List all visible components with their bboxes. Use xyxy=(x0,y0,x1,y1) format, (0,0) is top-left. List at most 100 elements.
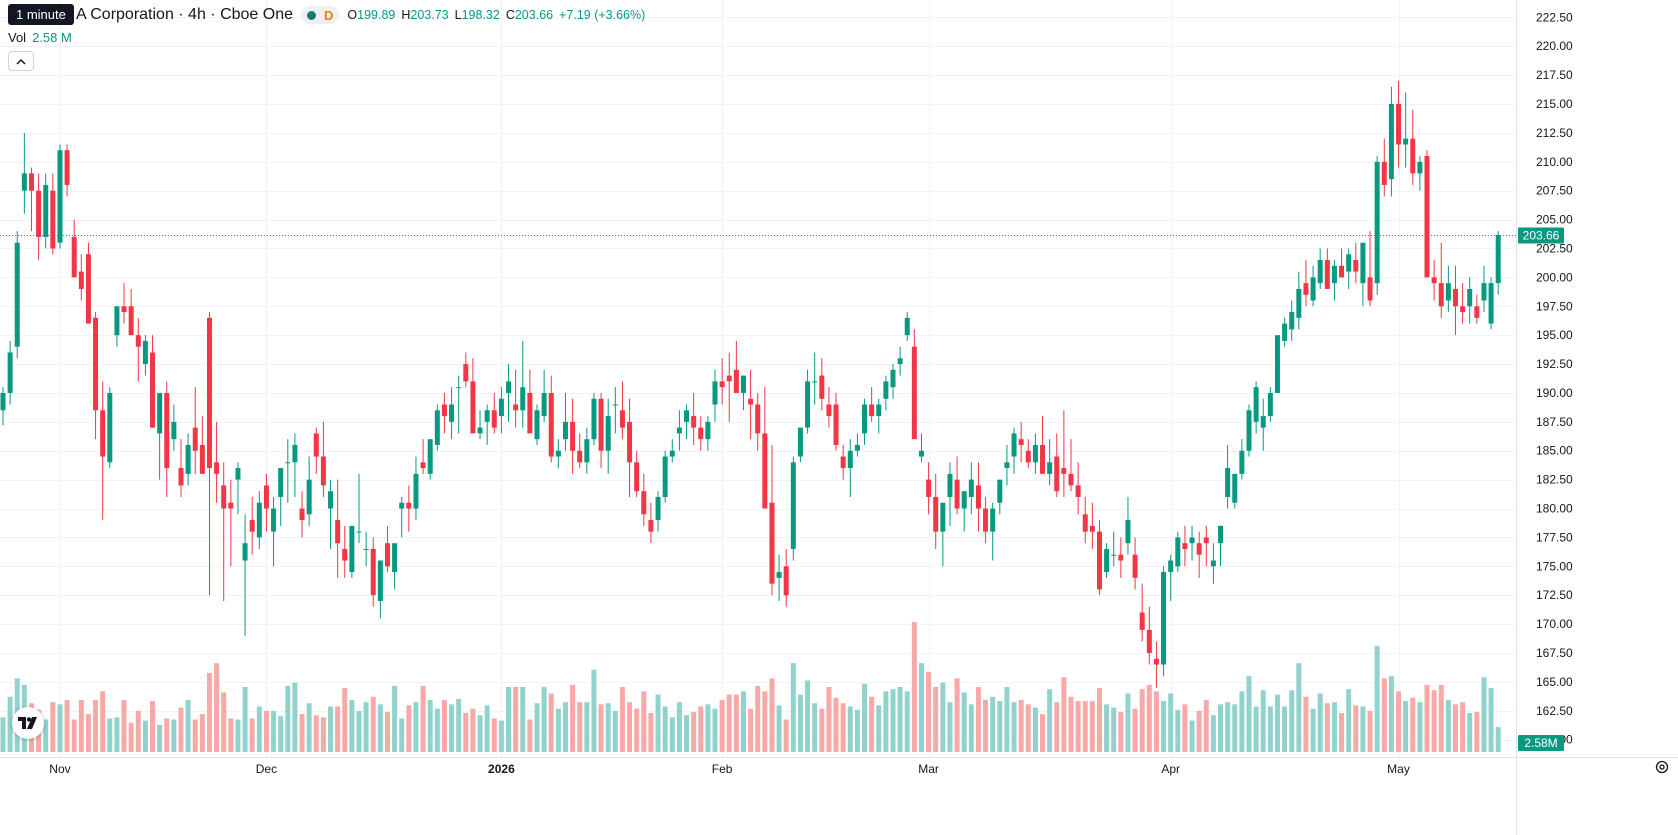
candle-body[interactable] xyxy=(57,150,63,243)
candle-body[interactable] xyxy=(805,381,811,428)
candle-body[interactable] xyxy=(1481,283,1487,301)
candle-body[interactable] xyxy=(826,404,832,417)
candle-body[interactable] xyxy=(612,404,618,406)
candle-body[interactable] xyxy=(1068,473,1074,486)
candle-body[interactable] xyxy=(627,421,633,463)
candle-body[interactable] xyxy=(1168,560,1174,573)
candle-body[interactable] xyxy=(833,404,839,445)
candle-body[interactable] xyxy=(377,560,383,601)
candle-body[interactable] xyxy=(926,479,932,497)
symbol-title[interactable]: A Corporation · 4h · Cboe One xyxy=(76,6,294,23)
candle-body[interactable] xyxy=(527,392,533,434)
candle-body[interactable] xyxy=(812,381,818,383)
candle-body[interactable] xyxy=(1075,485,1081,497)
candle-body[interactable] xyxy=(463,364,469,382)
candle-body[interactable] xyxy=(235,468,241,480)
candle-body[interactable] xyxy=(890,369,896,388)
candle-body[interactable] xyxy=(128,306,134,336)
candle-body[interactable] xyxy=(570,421,576,451)
candle-body[interactable] xyxy=(783,566,789,596)
candle-body[interactable] xyxy=(1431,277,1437,284)
candle-body[interactable] xyxy=(413,473,419,509)
candle-body[interactable] xyxy=(1203,537,1209,544)
candle-body[interactable] xyxy=(797,427,803,457)
candle-body[interactable] xyxy=(214,462,220,474)
candle-body[interactable] xyxy=(427,439,433,474)
candle-body[interactable] xyxy=(513,404,519,411)
candle-body[interactable] xyxy=(434,410,440,445)
candle-body[interactable] xyxy=(897,358,903,365)
candle-body[interactable] xyxy=(1118,554,1124,561)
candle-body[interactable] xyxy=(555,450,561,457)
candle-body[interactable] xyxy=(1146,629,1152,653)
candle-body[interactable] xyxy=(449,404,455,422)
candle-body[interactable] xyxy=(1225,468,1231,497)
candle-body[interactable] xyxy=(1025,450,1031,463)
candle-body[interactable] xyxy=(1460,306,1466,313)
candle-body[interactable] xyxy=(1153,658,1159,665)
candle-body[interactable] xyxy=(384,543,390,567)
market-status-pill[interactable]: D xyxy=(301,6,340,24)
candle-body[interactable] xyxy=(349,525,355,573)
candle-body[interactable] xyxy=(1232,473,1238,503)
candle-body[interactable] xyxy=(1253,387,1259,422)
candle-body[interactable] xyxy=(740,375,746,393)
candle-body[interactable] xyxy=(968,479,974,497)
candle-body[interactable] xyxy=(506,381,512,393)
candle-body[interactable] xyxy=(1274,335,1280,393)
candle-body[interactable] xyxy=(93,317,99,411)
candle-body[interactable] xyxy=(36,190,42,237)
candle-body[interactable] xyxy=(990,508,996,532)
candle-body[interactable] xyxy=(1047,462,1053,474)
candle-body[interactable] xyxy=(1495,235,1501,284)
candle-body[interactable] xyxy=(1175,537,1181,567)
candle-body[interactable] xyxy=(1353,260,1359,272)
candle-body[interactable] xyxy=(1061,468,1067,474)
candle-body[interactable] xyxy=(1139,612,1145,630)
candle-body[interactable] xyxy=(983,508,989,532)
candle-body[interactable] xyxy=(206,317,212,469)
candle-body[interactable] xyxy=(221,485,227,509)
candle-body[interactable] xyxy=(399,502,405,509)
candle-body[interactable] xyxy=(21,173,27,191)
candle-body[interactable] xyxy=(164,392,170,469)
candle-body[interactable] xyxy=(107,392,113,463)
candle-body[interactable] xyxy=(591,398,597,440)
candle-body[interactable] xyxy=(420,462,426,469)
candle-body[interactable] xyxy=(862,404,868,434)
candle-body[interactable] xyxy=(456,387,462,389)
candle-body[interactable] xyxy=(484,410,490,422)
candle-body[interactable] xyxy=(1424,156,1430,278)
candle-body[interactable] xyxy=(534,410,540,440)
candle-body[interactable] xyxy=(1132,554,1138,578)
candle-body[interactable] xyxy=(577,450,583,463)
candle-body[interactable] xyxy=(1096,531,1102,590)
candle-body[interactable] xyxy=(271,508,277,532)
candle-body[interactable] xyxy=(584,439,590,463)
candle-body[interactable] xyxy=(171,421,177,440)
candle-body[interactable] xyxy=(1339,265,1345,278)
candle-body[interactable] xyxy=(498,398,504,417)
candle-body[interactable] xyxy=(50,190,56,249)
candle-body[interactable] xyxy=(748,398,754,405)
candle-body[interactable] xyxy=(954,479,960,509)
candle-body[interactable] xyxy=(869,404,875,417)
candle-body[interactable] xyxy=(762,433,768,509)
candle-body[interactable] xyxy=(7,352,13,393)
candle-body[interactable] xyxy=(1011,433,1017,457)
candle-body[interactable] xyxy=(911,346,917,440)
candle-body[interactable] xyxy=(776,572,782,578)
candle-body[interactable] xyxy=(64,150,70,185)
candle-body[interactable] xyxy=(114,306,120,336)
candle-body[interactable] xyxy=(1488,283,1494,324)
candle-body[interactable] xyxy=(150,352,156,428)
candle-body[interactable] xyxy=(997,479,1003,503)
candle-body[interactable] xyxy=(185,444,191,474)
candle-body[interactable] xyxy=(940,502,946,532)
candle-body[interactable] xyxy=(78,271,84,289)
candle-body[interactable] xyxy=(733,369,739,393)
candle-body[interactable] xyxy=(1396,104,1402,145)
candle-body[interactable] xyxy=(1282,323,1288,341)
